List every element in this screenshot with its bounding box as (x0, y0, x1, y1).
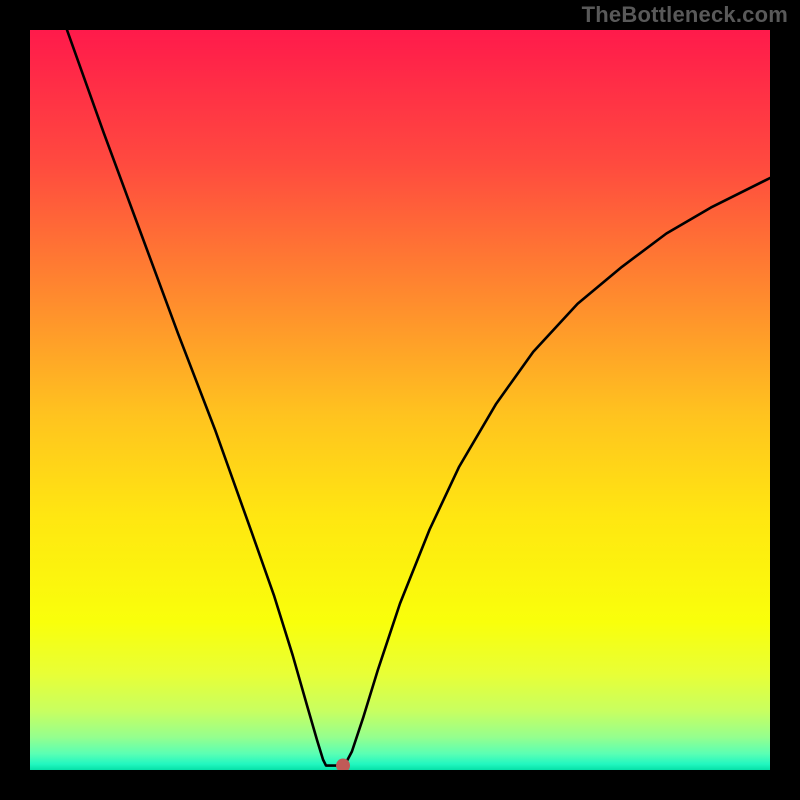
watermark-text: TheBottleneck.com (582, 2, 788, 28)
chart-frame: TheBottleneck.com (0, 0, 800, 800)
chart-svg (30, 30, 770, 770)
bottleneck-curve (67, 30, 770, 766)
plot-area (30, 30, 770, 770)
